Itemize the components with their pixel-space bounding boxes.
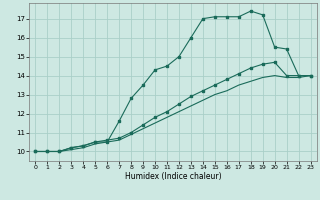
X-axis label: Humidex (Indice chaleur): Humidex (Indice chaleur) — [125, 172, 221, 181]
